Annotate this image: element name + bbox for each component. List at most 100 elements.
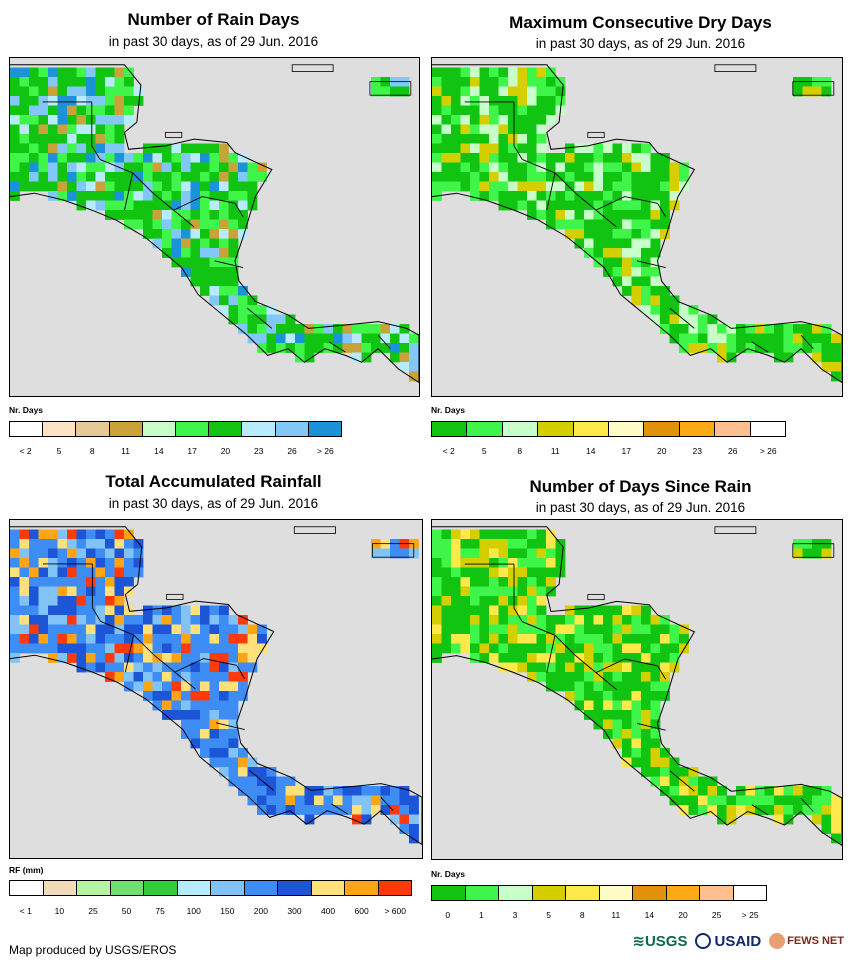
raster-cell	[124, 577, 134, 587]
raster-cell	[679, 333, 689, 344]
raster-cell	[38, 143, 49, 154]
raster-cell	[612, 257, 623, 268]
raster-cell	[86, 124, 96, 135]
raster-cell	[498, 539, 509, 549]
raster-cell	[660, 634, 670, 644]
raster-cell	[517, 624, 528, 635]
raster-cell	[432, 86, 442, 97]
raster-cell	[190, 672, 201, 682]
legend-swatch	[242, 422, 276, 436]
raster-cell	[489, 634, 499, 644]
panel-title: Number of Days Since Rain	[529, 477, 752, 496]
raster-cell	[124, 181, 134, 192]
raster-cell	[190, 643, 201, 654]
raster-cell	[432, 567, 442, 578]
raster-cell	[124, 162, 134, 173]
raster-cell	[745, 333, 756, 344]
raster-cell	[603, 162, 613, 173]
raster-cell	[105, 624, 115, 635]
legend-swatch	[43, 881, 77, 895]
raster-cell	[517, 124, 528, 135]
raster-cell	[124, 567, 134, 578]
raster-cell	[390, 352, 400, 363]
raster-cell	[38, 548, 49, 559]
raster-cell	[105, 653, 115, 663]
raster-cell	[76, 634, 87, 644]
raster-cell	[19, 539, 30, 549]
raster-cell	[698, 314, 708, 325]
raster-cell	[555, 672, 566, 682]
raster-cell	[489, 124, 499, 135]
raster-cell	[352, 786, 362, 796]
raster-cell	[171, 672, 182, 682]
raster-cell	[257, 767, 267, 777]
raster-cell	[793, 333, 803, 344]
raster-cell	[764, 786, 775, 796]
legend-swatch	[244, 881, 278, 895]
raster-cell	[831, 343, 841, 353]
raster-cell	[76, 162, 87, 173]
raster-cell	[76, 577, 87, 587]
raster-cell	[612, 267, 623, 277]
raster-cell	[57, 96, 68, 106]
raster-cell	[546, 634, 556, 644]
raster-cell	[48, 529, 58, 540]
raster-cell	[76, 539, 87, 549]
raster-cell	[669, 795, 680, 806]
raster-cell	[441, 115, 452, 125]
raster-cell	[124, 67, 134, 78]
raster-cell	[783, 333, 794, 344]
raster-cell	[200, 191, 210, 201]
raster-cell	[247, 305, 258, 315]
raster-cell	[831, 362, 841, 372]
raster-cell	[238, 757, 248, 768]
raster-cell	[546, 624, 556, 635]
raster-cell	[498, 181, 509, 192]
raster-cell	[190, 738, 201, 749]
raster-cell	[508, 577, 518, 587]
raster-cell	[10, 115, 20, 125]
raster-cell	[209, 162, 220, 173]
raster-cell	[546, 86, 556, 97]
raster-cell	[48, 143, 58, 154]
legend-tick-label: 14	[154, 446, 164, 456]
raster-cell	[517, 86, 528, 97]
raster-cell	[266, 343, 277, 353]
raster-cell	[460, 529, 471, 540]
raster-cell	[584, 181, 594, 192]
raster-cell	[114, 153, 125, 163]
raster-cell	[641, 767, 651, 777]
raster-cell	[38, 615, 49, 625]
raster-cell	[114, 605, 125, 616]
raster-cell	[432, 558, 442, 568]
raster-cell	[783, 324, 794, 334]
raster-cell	[565, 229, 575, 239]
raster-cell	[114, 653, 125, 663]
raster-cell	[517, 662, 528, 673]
raster-cell	[831, 333, 841, 344]
raster-cell	[451, 162, 461, 173]
raster-cell	[257, 624, 267, 635]
raster-cell	[603, 700, 613, 711]
raster-cell	[105, 153, 115, 163]
raster-cell	[536, 634, 547, 644]
raster-cell	[612, 672, 623, 682]
raster-cell	[527, 539, 537, 549]
raster-cell	[479, 624, 490, 635]
raster-cell	[228, 153, 239, 163]
raster-cell	[29, 643, 39, 654]
raster-cell	[679, 624, 689, 635]
raster-cell	[517, 191, 528, 201]
raster-cell	[333, 805, 343, 815]
raster-cell	[19, 143, 30, 154]
raster-cell	[10, 634, 20, 644]
raster-cell	[86, 77, 96, 87]
raster-cell	[19, 624, 30, 635]
raster-cell	[688, 305, 699, 315]
raster-cell	[67, 624, 77, 635]
raster-cell	[821, 86, 832, 97]
raster-cell	[612, 691, 623, 701]
raster-cell	[517, 143, 528, 154]
raster-cell	[688, 805, 699, 815]
raster-cell	[181, 257, 191, 268]
